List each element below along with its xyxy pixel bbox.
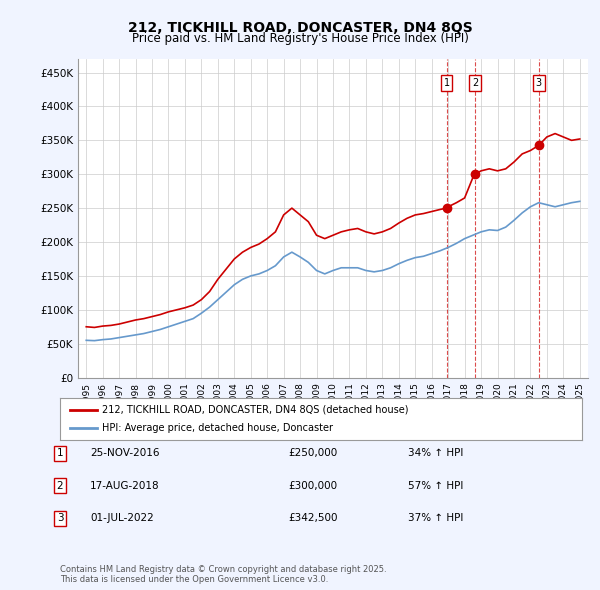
- Text: £342,500: £342,500: [288, 513, 337, 523]
- Text: 3: 3: [536, 78, 542, 88]
- Text: HPI: Average price, detached house, Doncaster: HPI: Average price, detached house, Donc…: [102, 423, 333, 433]
- Text: £300,000: £300,000: [288, 481, 337, 491]
- Text: 1: 1: [56, 448, 64, 458]
- Text: 2: 2: [472, 78, 478, 88]
- Text: 212, TICKHILL ROAD, DONCASTER, DN4 8QS (detached house): 212, TICKHILL ROAD, DONCASTER, DN4 8QS (…: [102, 405, 408, 415]
- Text: 25-NOV-2016: 25-NOV-2016: [90, 448, 160, 458]
- Text: Contains HM Land Registry data © Crown copyright and database right 2025.
This d: Contains HM Land Registry data © Crown c…: [60, 565, 386, 584]
- Text: Price paid vs. HM Land Registry's House Price Index (HPI): Price paid vs. HM Land Registry's House …: [131, 32, 469, 45]
- Text: 01-JUL-2022: 01-JUL-2022: [90, 513, 154, 523]
- Text: 2: 2: [56, 481, 64, 491]
- Text: £250,000: £250,000: [288, 448, 337, 458]
- Text: 37% ↑ HPI: 37% ↑ HPI: [408, 513, 463, 523]
- Text: 34% ↑ HPI: 34% ↑ HPI: [408, 448, 463, 458]
- Text: 3: 3: [56, 513, 64, 523]
- Text: 1: 1: [443, 78, 449, 88]
- Text: 17-AUG-2018: 17-AUG-2018: [90, 481, 160, 491]
- Text: 57% ↑ HPI: 57% ↑ HPI: [408, 481, 463, 491]
- Text: 212, TICKHILL ROAD, DONCASTER, DN4 8QS: 212, TICKHILL ROAD, DONCASTER, DN4 8QS: [128, 21, 472, 35]
